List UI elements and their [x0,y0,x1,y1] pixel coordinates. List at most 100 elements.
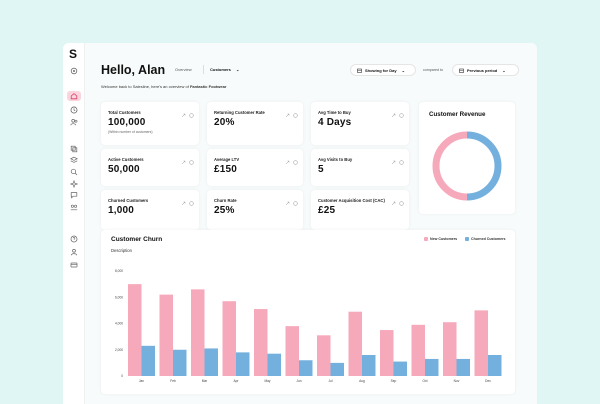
chat-icon[interactable] [69,190,79,200]
clock-icon[interactable] [69,105,79,115]
info-icon[interactable] [399,193,404,206]
legend-new[interactable]: New Customers [424,237,457,241]
bar-churned-customers[interactable] [204,348,219,376]
kpi-label: Churn Rate [214,198,237,203]
expand-icon[interactable] [285,152,290,165]
compared-label: compared to [423,68,443,72]
revenue-card: Customer Revenue [419,102,515,214]
card-actions [181,152,194,165]
bar-churned-customers[interactable] [236,352,250,376]
kpi-label: Avg Visits to Buy [318,157,353,162]
bar-new-customers[interactable] [348,311,363,376]
copy-icon[interactable] [69,144,79,154]
kpi-label: Customer Acquisition Cost (CAC) [318,198,385,203]
kpi-label: Returning Customer Rate [214,110,265,115]
bar-churned-customers[interactable] [299,360,313,376]
kpi-label: Avg Time to Buy [318,110,351,115]
kpi-value: 25% [214,205,235,216]
kpi-value: 50,000 [108,164,140,175]
bar-churned-customers[interactable] [488,355,502,376]
bar-new-customers[interactable] [254,309,268,376]
bar-churned-customers[interactable] [425,358,439,376]
bar-new-customers[interactable] [191,289,205,376]
tab-divider [203,65,204,74]
users-icon[interactable] [69,117,79,127]
expand-icon[interactable] [285,193,290,206]
profile-icon[interactable] [69,247,79,257]
x-tick-label: Mar [202,379,208,383]
info-icon[interactable] [189,105,194,118]
bar-new-customers[interactable] [159,294,174,376]
card-actions [285,152,298,165]
expand-icon[interactable] [181,193,186,206]
period-label: Previous period [467,67,498,73]
bar-new-customers[interactable] [222,301,237,376]
x-tick-label: Nov [454,379,460,383]
home-icon[interactable] [67,91,81,101]
x-tick-label: Feb [170,379,176,383]
card-actions [181,193,194,206]
search-icon[interactable] [69,167,79,177]
settings-icon[interactable] [69,66,79,76]
info-icon[interactable] [293,152,298,165]
legend-swatch-churned [465,237,469,241]
info-icon[interactable] [399,105,404,118]
y-tick-label: 8,000 [115,269,123,273]
x-tick-label: Dec [485,379,491,383]
info-icon[interactable] [399,152,404,165]
info-icon[interactable] [189,193,194,206]
period-dropdown[interactable]: Previous period ⌄ [452,64,519,76]
card-icon[interactable] [69,260,79,270]
card-actions [391,193,404,206]
layers-icon[interactable] [69,155,79,165]
x-tick-label: May [264,379,270,383]
main-content: Hello, Alan Overview Customers ⌄ Welcome… [85,43,537,404]
bar-new-customers[interactable] [128,284,142,376]
legend-label-new: New Customers [430,237,458,241]
donut-slice[interactable] [432,131,468,201]
bar-new-customers[interactable] [317,335,331,376]
kpi-label: Churned Customers [108,198,149,203]
legend-churned[interactable]: Churned Customers [465,237,506,241]
bar-churned-customers[interactable] [393,361,408,376]
expand-icon[interactable] [391,193,396,206]
info-icon[interactable] [189,152,194,165]
expand-icon[interactable] [181,152,186,165]
bar-new-customers[interactable] [411,324,426,376]
info-icon[interactable] [293,193,298,206]
info-icon[interactable] [293,105,298,118]
welcome-text: Welcome back to Salesline, here's an ove… [101,84,226,89]
x-tick-label: Jan [139,379,144,383]
expand-icon[interactable] [391,105,396,118]
bar-new-customers[interactable] [443,322,457,376]
bar-new-customers[interactable] [380,330,394,376]
bar-churned-customers[interactable] [267,353,282,376]
bar-churned-customers[interactable] [173,349,187,376]
tab-overview[interactable]: Overview [175,67,192,72]
expand-icon[interactable] [181,105,186,118]
showing-dropdown[interactable]: Showing for Day ⌄ [350,64,416,76]
bar-churned-customers[interactable] [362,355,376,376]
donut-slice[interactable] [466,131,502,201]
kpi-value: £25 [318,205,336,216]
bar-churned-customers[interactable] [456,358,471,376]
greeting: Hello, Alan [101,63,166,77]
sparkle-icon[interactable] [69,179,79,189]
help-icon[interactable] [69,234,79,244]
bar-churned-customers[interactable] [141,345,156,376]
x-tick-label: Jul [328,379,332,383]
team-icon[interactable] [69,202,79,212]
tab-customers[interactable]: Customers ⌄ [210,67,239,72]
x-tick-label: Aug [359,379,365,383]
y-tick-label: 2,000 [115,348,123,352]
bar-churned-customers[interactable] [330,362,345,376]
y-tick-label: 0 [121,374,123,378]
expand-icon[interactable] [391,152,396,165]
card-actions [285,105,298,118]
expand-icon[interactable] [285,105,290,118]
kpi-card: Returning Customer Rate 20% [207,102,303,145]
bar-new-customers[interactable] [474,310,489,376]
bar-new-customers[interactable] [285,326,300,376]
calendar-icon [357,68,362,73]
y-tick-label: 4,000 [115,322,123,326]
